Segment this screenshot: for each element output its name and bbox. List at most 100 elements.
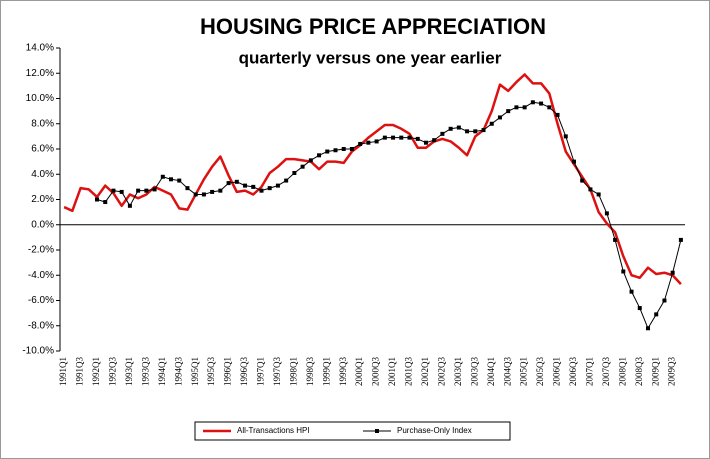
legend-marker <box>375 429 379 433</box>
y-tick-label: -6.0% <box>28 295 54 306</box>
x-tick-label: 2004Q1 <box>486 357 496 386</box>
x-tick-label: 2006Q3 <box>568 357 578 386</box>
chart-subtitle: quarterly versus one year earlier <box>239 48 502 67</box>
point <box>440 131 445 136</box>
x-tick-label: 2003Q1 <box>453 357 463 386</box>
point <box>456 125 461 130</box>
x-tick-label: 1993Q1 <box>124 357 134 386</box>
point <box>654 312 659 317</box>
point <box>629 289 634 294</box>
y-tick-label: 8.0% <box>31 118 54 129</box>
point <box>645 326 650 331</box>
x-tick-label: 1997Q3 <box>272 357 282 386</box>
point <box>193 192 198 197</box>
x-tick-label: 1992Q3 <box>108 357 118 386</box>
point <box>111 188 116 193</box>
point <box>292 170 297 175</box>
point <box>571 159 576 164</box>
point <box>300 164 305 169</box>
x-tick-label: 2008Q1 <box>617 357 627 386</box>
y-tick-label: -10.0% <box>22 346 54 357</box>
point <box>621 269 626 274</box>
point <box>423 140 428 145</box>
point <box>185 186 190 191</box>
y-tick-label: 10.0% <box>26 93 54 104</box>
point <box>366 140 371 145</box>
point <box>325 149 330 154</box>
point <box>448 126 453 131</box>
point <box>637 306 642 311</box>
x-tick-label: 2002Q1 <box>420 357 430 386</box>
point <box>678 237 683 242</box>
point <box>308 158 313 163</box>
x-tick-label: 2008Q3 <box>634 357 644 386</box>
point <box>210 189 215 194</box>
point <box>555 112 560 117</box>
point <box>275 183 280 188</box>
point <box>341 147 346 151</box>
y-tick-label: -8.0% <box>28 320 54 331</box>
point <box>613 237 618 242</box>
point <box>152 187 157 192</box>
x-tick-label: 2009Q3 <box>667 357 677 386</box>
x-tick-label: 2002Q3 <box>436 357 446 386</box>
point <box>201 192 206 197</box>
point <box>160 174 165 179</box>
point <box>415 136 420 141</box>
point <box>481 128 486 133</box>
point <box>522 105 527 110</box>
y-tick-label: 4.0% <box>31 169 54 180</box>
point <box>119 189 124 194</box>
x-tick-label: 1996Q1 <box>223 357 233 386</box>
legend-label: All-Transactions HPI <box>237 426 310 435</box>
point <box>465 129 470 134</box>
point <box>547 105 552 110</box>
point <box>432 138 437 143</box>
y-tick-label: 12.0% <box>26 68 54 79</box>
x-tick-label: 2005Q3 <box>535 357 545 386</box>
x-tick-label: 2001Q1 <box>387 357 397 386</box>
point <box>251 184 256 189</box>
point <box>144 188 149 193</box>
point <box>596 192 601 197</box>
point <box>399 135 404 140</box>
point <box>127 203 132 208</box>
x-tick-label: 1999Q3 <box>338 357 348 386</box>
x-tick-label: 1994Q1 <box>157 357 167 386</box>
point <box>604 211 609 216</box>
point <box>358 141 363 146</box>
point <box>391 135 396 140</box>
x-tick-label: 1998Q3 <box>305 357 315 386</box>
y-tick-label: 14.0% <box>26 43 54 54</box>
x-tick-label: 1991Q1 <box>58 357 68 386</box>
point <box>670 270 675 275</box>
x-tick-label: 2005Q1 <box>519 357 529 386</box>
point <box>473 129 478 134</box>
x-tick-label: 1996Q3 <box>239 357 249 386</box>
legend-box <box>194 421 511 441</box>
x-tick-label: 1995Q3 <box>206 357 216 386</box>
point <box>333 148 338 153</box>
x-tick-label: 1998Q1 <box>288 357 298 386</box>
y-tick-label: 6.0% <box>31 144 54 155</box>
chart-title: HOUSING PRICE APPRECIATION <box>200 14 546 39</box>
point <box>539 101 544 106</box>
point <box>218 188 223 193</box>
x-tick-label: 2000Q3 <box>371 357 381 386</box>
x-tick-label: 2000Q1 <box>354 357 364 386</box>
x-tick-label: 2006Q1 <box>552 357 562 386</box>
x-tick-label: 1993Q3 <box>140 357 150 386</box>
x-tick-label: 2009Q1 <box>650 357 660 386</box>
y-tick-label: 2.0% <box>31 194 54 205</box>
x-tick-label: 1992Q1 <box>91 357 101 386</box>
x-tick-label: 1994Q3 <box>173 357 183 386</box>
point <box>382 135 387 140</box>
point <box>169 177 174 182</box>
point <box>177 178 182 183</box>
point <box>136 188 141 193</box>
y-tick-label: -2.0% <box>28 245 54 256</box>
y-tick-label: -4.0% <box>28 270 54 281</box>
legend-label: Purchase-Only Index <box>397 426 472 435</box>
x-tick-label: 2001Q3 <box>404 357 414 386</box>
